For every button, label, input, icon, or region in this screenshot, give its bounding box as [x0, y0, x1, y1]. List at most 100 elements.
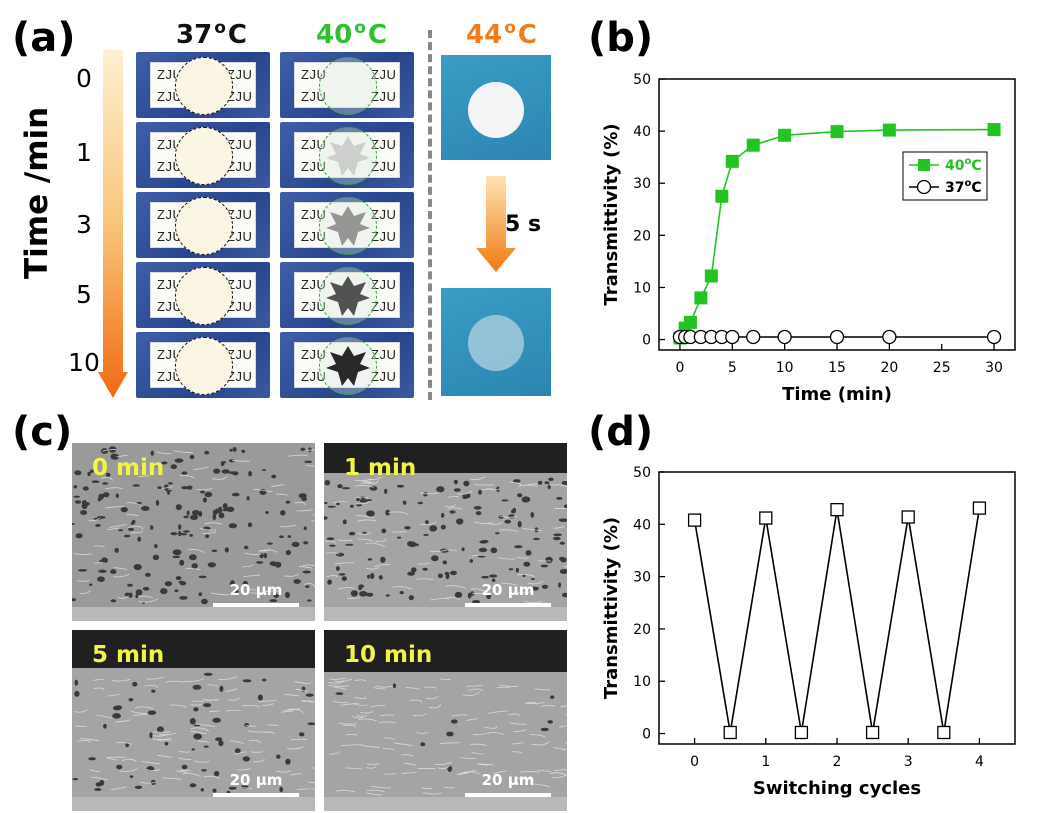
- time-gradient-arrow: [98, 50, 128, 398]
- time-tick-3: 3: [76, 210, 92, 239]
- x-axis-label: Switching cycles: [753, 778, 921, 799]
- sem-image: 5 min 20 μm: [72, 630, 315, 811]
- legend-label-unit: C: [971, 158, 981, 174]
- y-tick-label: 0: [642, 727, 651, 743]
- card-zju-text: ZJU: [227, 277, 253, 292]
- scale-bar-label: 20 μm: [229, 581, 283, 599]
- x-tick-label: 25: [933, 360, 951, 376]
- translucent-disc: [468, 315, 524, 371]
- card-zju-text: ZJU: [371, 299, 397, 314]
- sem-micrograph: [72, 443, 315, 621]
- card-zju-text: ZJU: [371, 369, 397, 384]
- x-tick-label: 30: [985, 360, 1003, 376]
- panel-c-label: (c): [12, 409, 73, 455]
- data-point: [715, 189, 729, 203]
- x-tick-label: 20: [880, 360, 898, 376]
- time-tick-1: 1: [76, 138, 92, 167]
- emblem-icon: [326, 276, 370, 316]
- card-zju-text: ZJU: [227, 159, 253, 174]
- sample-photo: ZJU ZJU ZJU ZJU: [280, 192, 414, 258]
- data-point: [746, 138, 760, 152]
- sample-disc: [175, 197, 233, 255]
- sample-disc: [319, 267, 377, 325]
- scale-bar: [465, 793, 551, 797]
- column-unit: C: [227, 20, 247, 50]
- sample-disc: [319, 57, 377, 115]
- sample-disc: [319, 127, 377, 185]
- emblem-icon: [326, 136, 370, 176]
- sem-time-label: 10 min: [344, 642, 433, 668]
- data-point: [687, 513, 702, 527]
- sem-micrograph: [324, 630, 567, 811]
- card-zju-text: ZJU: [227, 67, 253, 82]
- panel-b-label: (b): [588, 15, 654, 61]
- legend-label-main: 37: [945, 180, 964, 196]
- column-degree-sup: o: [354, 18, 366, 38]
- sample-photo: ZJU ZJU ZJU ZJU: [280, 122, 414, 188]
- legend-label-sup: o: [964, 156, 971, 167]
- sem-image: 0 min 20 μm: [72, 443, 315, 621]
- card-zju-text: ZJU: [227, 89, 253, 104]
- time-tick-0: 0: [76, 64, 92, 93]
- x-tick-label: 15: [828, 360, 846, 376]
- scale-bar-label: 20 μm: [481, 581, 535, 599]
- emblem-icon: [326, 206, 370, 246]
- card-zju-text: ZJU: [371, 229, 397, 244]
- data-point: [972, 501, 987, 515]
- sample-photo: ZJU ZJU ZJU ZJU: [280, 332, 414, 398]
- chart-b-transmittivity-vs-time: 0 5 10 15 20 25 30 0 10 20 30 40 50 Time (min) Transmi…: [601, 72, 1016, 405]
- x-tick-label: 3: [904, 754, 913, 770]
- x-tick-label: 5: [728, 360, 737, 376]
- card-zju-text: ZJU: [227, 207, 253, 222]
- scale-bar: [213, 603, 299, 607]
- data-point: [865, 725, 880, 740]
- sample-photo: ZJU ZJU ZJU ZJU: [280, 262, 414, 328]
- x-tick-label: 0: [675, 360, 684, 376]
- panel-d-label: (d): [588, 409, 654, 455]
- scale-bar: [213, 793, 299, 797]
- card-zju-text: ZJU: [227, 369, 253, 384]
- sample-photo: ZJU ZJU ZJU ZJU: [136, 332, 270, 398]
- column-unit: C: [367, 20, 387, 50]
- column-header-40C: 40 oC: [316, 20, 387, 50]
- data-point: [723, 725, 737, 740]
- sample-disc: [319, 197, 377, 255]
- column-degree-sup: o: [504, 18, 516, 38]
- data-point: [683, 315, 697, 329]
- y-tick-label: 30: [633, 176, 651, 192]
- sem-micrograph: [324, 443, 567, 621]
- column-separator: [428, 30, 432, 400]
- sem-image: 1 min 20 μm: [324, 443, 567, 621]
- legend-label: 40oC: [945, 156, 982, 174]
- legend-label: 37oC: [945, 178, 982, 196]
- card-zju-text: ZJU: [371, 67, 397, 82]
- sample-photo: ZJU ZJU ZJU ZJU: [136, 192, 270, 258]
- sample-disc: [175, 337, 233, 395]
- y-axis-label: Transmittivity (%): [601, 123, 622, 305]
- transition-time-label: 5 s: [505, 212, 542, 237]
- sem-time-label: 1 min: [344, 455, 417, 481]
- x-tick-label: 10: [776, 360, 794, 376]
- photo-44C-before: [441, 55, 551, 160]
- data-point: [829, 329, 845, 345]
- data-point: [777, 329, 792, 345]
- card-zju-text: ZJU: [371, 207, 397, 222]
- sem-time-label: 5 min: [92, 642, 165, 668]
- column-temp: 37: [176, 20, 213, 50]
- x-tick-label: 4: [975, 754, 984, 770]
- card-zju-text: ZJU: [371, 159, 397, 174]
- white-disc: [468, 82, 524, 138]
- y-tick-label: 10: [633, 280, 651, 296]
- data-point: [882, 123, 896, 137]
- data-point: [694, 291, 708, 305]
- y-tick-label: 50: [633, 465, 651, 481]
- data-point: [830, 125, 844, 139]
- scale-bar: [465, 603, 551, 607]
- y-tick-label: 50: [633, 72, 651, 88]
- data-point: [901, 510, 915, 524]
- column-header-37C: 37 oC: [176, 20, 247, 50]
- data-point: [725, 154, 739, 168]
- time-tick-10: 10: [68, 348, 100, 377]
- x-axis-label: Time (min): [782, 384, 892, 405]
- panel-a-label: (a): [12, 15, 76, 61]
